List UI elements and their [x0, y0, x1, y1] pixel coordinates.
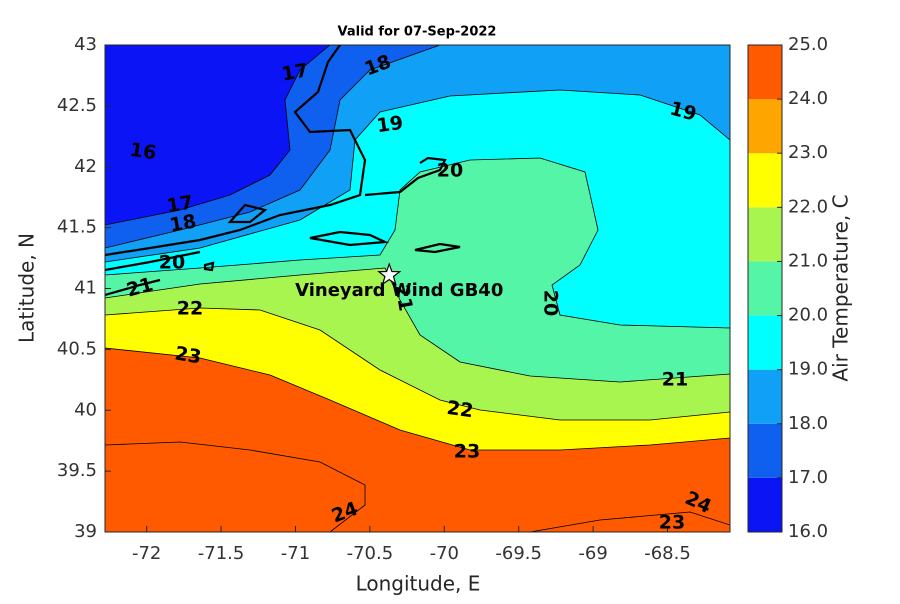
y-tick-label: 41 [74, 278, 97, 299]
site-label: Vineyard Wind GB40 [295, 280, 503, 301]
contour-label: 17 [165, 191, 195, 217]
colorbar-band [748, 45, 782, 100]
colorbar-band [748, 261, 782, 316]
coastline [364, 156, 447, 197]
contour-label: 17 [280, 59, 310, 85]
contour-label: 16 [128, 139, 157, 164]
island [203, 261, 215, 272]
y-tick-label: 39.5 [57, 460, 97, 481]
colorbar-band [748, 369, 782, 424]
contour-fills [105, 45, 730, 532]
x-tick-label: -70.5 [347, 543, 394, 564]
y-axis-label: Latitude, N [15, 233, 39, 343]
site-marker [377, 262, 402, 286]
x-tick-label: -71 [281, 543, 310, 564]
x-tick-label: -72 [132, 543, 161, 564]
coastline [105, 250, 201, 272]
y-tick-label: 39 [74, 521, 97, 542]
contour-label: 22 [177, 298, 203, 320]
contour-line [105, 441, 366, 532]
y-tick-label: 43 [74, 34, 97, 55]
colorbar-label: Air Temperature, C [829, 194, 853, 381]
contour-label: 20 [540, 290, 562, 316]
y-tick-label: 40.5 [57, 338, 97, 359]
colorbar-tick-label: 19.0 [788, 359, 828, 380]
y-tick-label: 40 [74, 399, 97, 420]
colorbar-band [748, 99, 782, 154]
contour-label: 20 [437, 160, 463, 182]
colorbar-band [748, 153, 782, 208]
contour-label: 23 [454, 441, 480, 463]
coastline [227, 203, 268, 224]
x-tick-label: -70 [430, 543, 459, 564]
contour-region [105, 347, 730, 532]
colorbar-tick-label: 20.0 [788, 305, 828, 326]
contour-label: 23 [659, 512, 685, 534]
x-tick-label: -71.5 [198, 543, 245, 564]
colorbar-tick-label: 25.0 [788, 34, 828, 55]
contour-label: 21 [662, 369, 688, 391]
x-tick-label: -69.5 [495, 543, 542, 564]
y-tick-label: 42.5 [57, 95, 97, 116]
contour-label: 18 [168, 210, 198, 236]
colorbar-band [748, 477, 782, 532]
contour-line [529, 511, 730, 532]
colorbar-tick-label: 22.0 [788, 196, 828, 217]
colorbar-tick-label: 17.0 [788, 467, 828, 488]
colorbar-tick-label: 16.0 [788, 521, 828, 542]
coastline [105, 45, 367, 257]
island [414, 242, 461, 254]
x-tick-label: -68.5 [644, 543, 691, 564]
contour-label: 23 [173, 342, 203, 368]
colorbar-band [748, 315, 782, 370]
x-tick-label: -69 [578, 543, 607, 564]
colorbar-frame [747, 44, 783, 533]
contour-label: 19 [375, 112, 404, 137]
x-axis-label: Longitude, E [356, 572, 481, 596]
contour-label: 22 [445, 397, 474, 422]
colorbar-tick-label: 24.0 [788, 88, 828, 109]
contour-label: 21 [390, 283, 416, 313]
contour-label: 20 [159, 252, 185, 274]
colorbar-band [748, 423, 782, 478]
colorbar-tick-label: 21.0 [788, 250, 828, 271]
island [309, 230, 390, 247]
y-tick-label: 42 [74, 156, 97, 177]
coastline [105, 278, 161, 297]
colorbar-band [748, 207, 782, 262]
chart-title: Valid for 07-Sep-2022 [338, 25, 497, 40]
colorbar-tick-label: 18.0 [788, 413, 828, 434]
y-tick-label: 41.5 [57, 217, 97, 238]
colorbar-tick-label: 23.0 [788, 142, 828, 163]
